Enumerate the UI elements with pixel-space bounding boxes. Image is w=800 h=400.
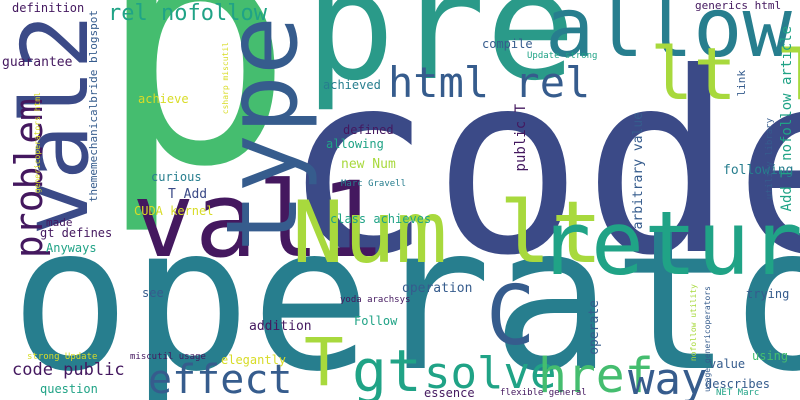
word-pre: pre <box>305 0 576 114</box>
word-operate: operate <box>587 300 602 355</box>
word-using: using <box>752 349 789 363</box>
word-link: link <box>735 70 748 97</box>
word-html-rel: html rel <box>388 58 591 107</box>
word-addition: addition <box>249 319 312 334</box>
word-class-achieves: class achieves <box>330 212 432 226</box>
word-cuda-kernel: CUDA kernel <box>134 204 214 218</box>
word-operation: operation <box>402 281 473 296</box>
word-strong-update: strong Update <box>27 352 98 362</box>
word-return: return <box>538 192 800 295</box>
word-way: way <box>628 354 708 400</box>
word-net-marc: NET Marc <box>716 388 760 398</box>
word-trying: trying <box>746 287 790 301</box>
word-describes: describes <box>705 377 771 391</box>
word-guarantee: guarantee <box>2 55 73 70</box>
word-defined: defined <box>343 123 394 137</box>
word-yoda-arachsys: yoda arachsys <box>340 295 411 305</box>
word-see: see <box>142 286 164 300</box>
word-effect: effect <box>148 357 293 400</box>
word-generics-html: generics html <box>695 0 782 12</box>
word-rel-nofollow: rel nofollow <box>108 1 267 26</box>
word-val1: val1 <box>132 159 383 281</box>
word-following: following <box>723 163 794 178</box>
word-new-num: new Num <box>341 157 396 172</box>
word-allow: allow <box>545 0 792 76</box>
word-public-t: public T <box>513 104 529 172</box>
word-usage-genericoperators: usage genericoperators <box>703 286 712 392</box>
word-t-add: T Add <box>168 187 208 202</box>
word-c: C <box>486 269 536 364</box>
word-solve: solve <box>424 348 557 399</box>
word-compile: compile <box>482 37 533 51</box>
word-code: code <box>282 19 800 310</box>
word-utility-library: utility library <box>765 118 775 200</box>
word-allowing: allowing <box>326 137 384 151</box>
word-definition: definition <box>12 1 85 15</box>
word-curious: curious <box>151 170 202 184</box>
word-code-public: code public <box>12 360 125 380</box>
word-anyways: Anyways <box>46 241 97 255</box>
word-genericoperators-html: genericoperators html <box>33 92 42 194</box>
word-gt: gt <box>352 337 422 400</box>
word-lt-t: lt T <box>650 32 800 116</box>
word-num-lt: Num lt <box>292 183 603 283</box>
word-essence: essence <box>424 386 475 400</box>
word-href: href <box>538 348 654 400</box>
word-csharp-miscutil: csharp miscutil <box>221 42 230 115</box>
word-marc-gravell: Marc Gravell <box>341 179 407 189</box>
word-p: p <box>96 0 295 239</box>
word-flexible-general: flexible general <box>500 388 587 398</box>
word-made: made <box>46 216 73 229</box>
word-update-strong: Update strong <box>527 51 598 61</box>
word-miscutil-usage: miscutil usage <box>130 352 206 362</box>
word-thememechanicalbride-blogspot: thememechanicalbride blogspot <box>87 10 100 203</box>
word-add-t-nofollow-article: Add T nofollow article <box>779 26 795 212</box>
word-achieved: achieved <box>323 78 381 92</box>
word-arbitrary-value: arbitrary value <box>631 112 646 230</box>
word-nofollow-utility: nofollow utility <box>689 284 698 362</box>
word-operator: operator <box>10 183 800 400</box>
word-follow: Follow <box>354 314 398 328</box>
word-question: question <box>40 382 98 396</box>
word-elegantly: elegantly <box>221 353 287 367</box>
word-t-big: T <box>304 324 344 400</box>
word-achieve: achieve <box>138 92 189 106</box>
word-gt-defines: gt defines <box>40 226 113 240</box>
word-value: value <box>709 357 746 371</box>
